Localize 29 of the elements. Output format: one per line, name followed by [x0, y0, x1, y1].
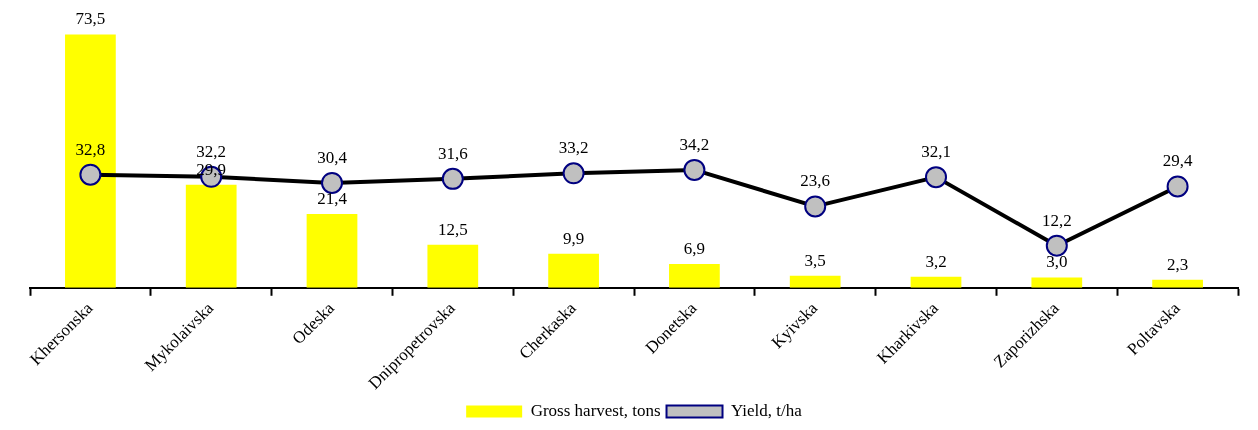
data-label: 12,5: [437, 219, 468, 239]
legend-label: Yield, t/ha: [731, 400, 803, 420]
data-label: 21,4: [317, 188, 348, 208]
bar: [789, 275, 841, 288]
bar: [1031, 277, 1083, 288]
bar: [185, 184, 237, 288]
data-label: 12,2: [1041, 210, 1072, 230]
data-label: 3,0: [1046, 252, 1068, 272]
bar: [306, 214, 358, 288]
bar: [548, 253, 599, 288]
data-label: 2,3: [1166, 254, 1189, 274]
data-label: 6,9: [683, 238, 706, 258]
data-label: 32,8: [75, 139, 106, 159]
data-label: 3,2: [925, 251, 947, 271]
data-label: 30,4: [317, 147, 348, 167]
bar: [427, 244, 479, 288]
legend-label: Gross harvest, tons: [530, 400, 661, 420]
bar: [669, 264, 720, 288]
data-label: 32,1: [921, 142, 951, 162]
data-label: 73,5: [75, 9, 106, 29]
data-label: 32,2: [196, 141, 227, 161]
data-label: 9,9: [562, 228, 585, 248]
data-label: 3,5: [804, 250, 826, 270]
data-label: 34,2: [679, 134, 710, 154]
data-label: 29,4: [1162, 151, 1193, 171]
bar: [65, 34, 116, 288]
data-label: 33,2: [558, 138, 589, 158]
data-label: 31,6: [437, 143, 468, 163]
data-label: 23,6: [800, 171, 831, 191]
